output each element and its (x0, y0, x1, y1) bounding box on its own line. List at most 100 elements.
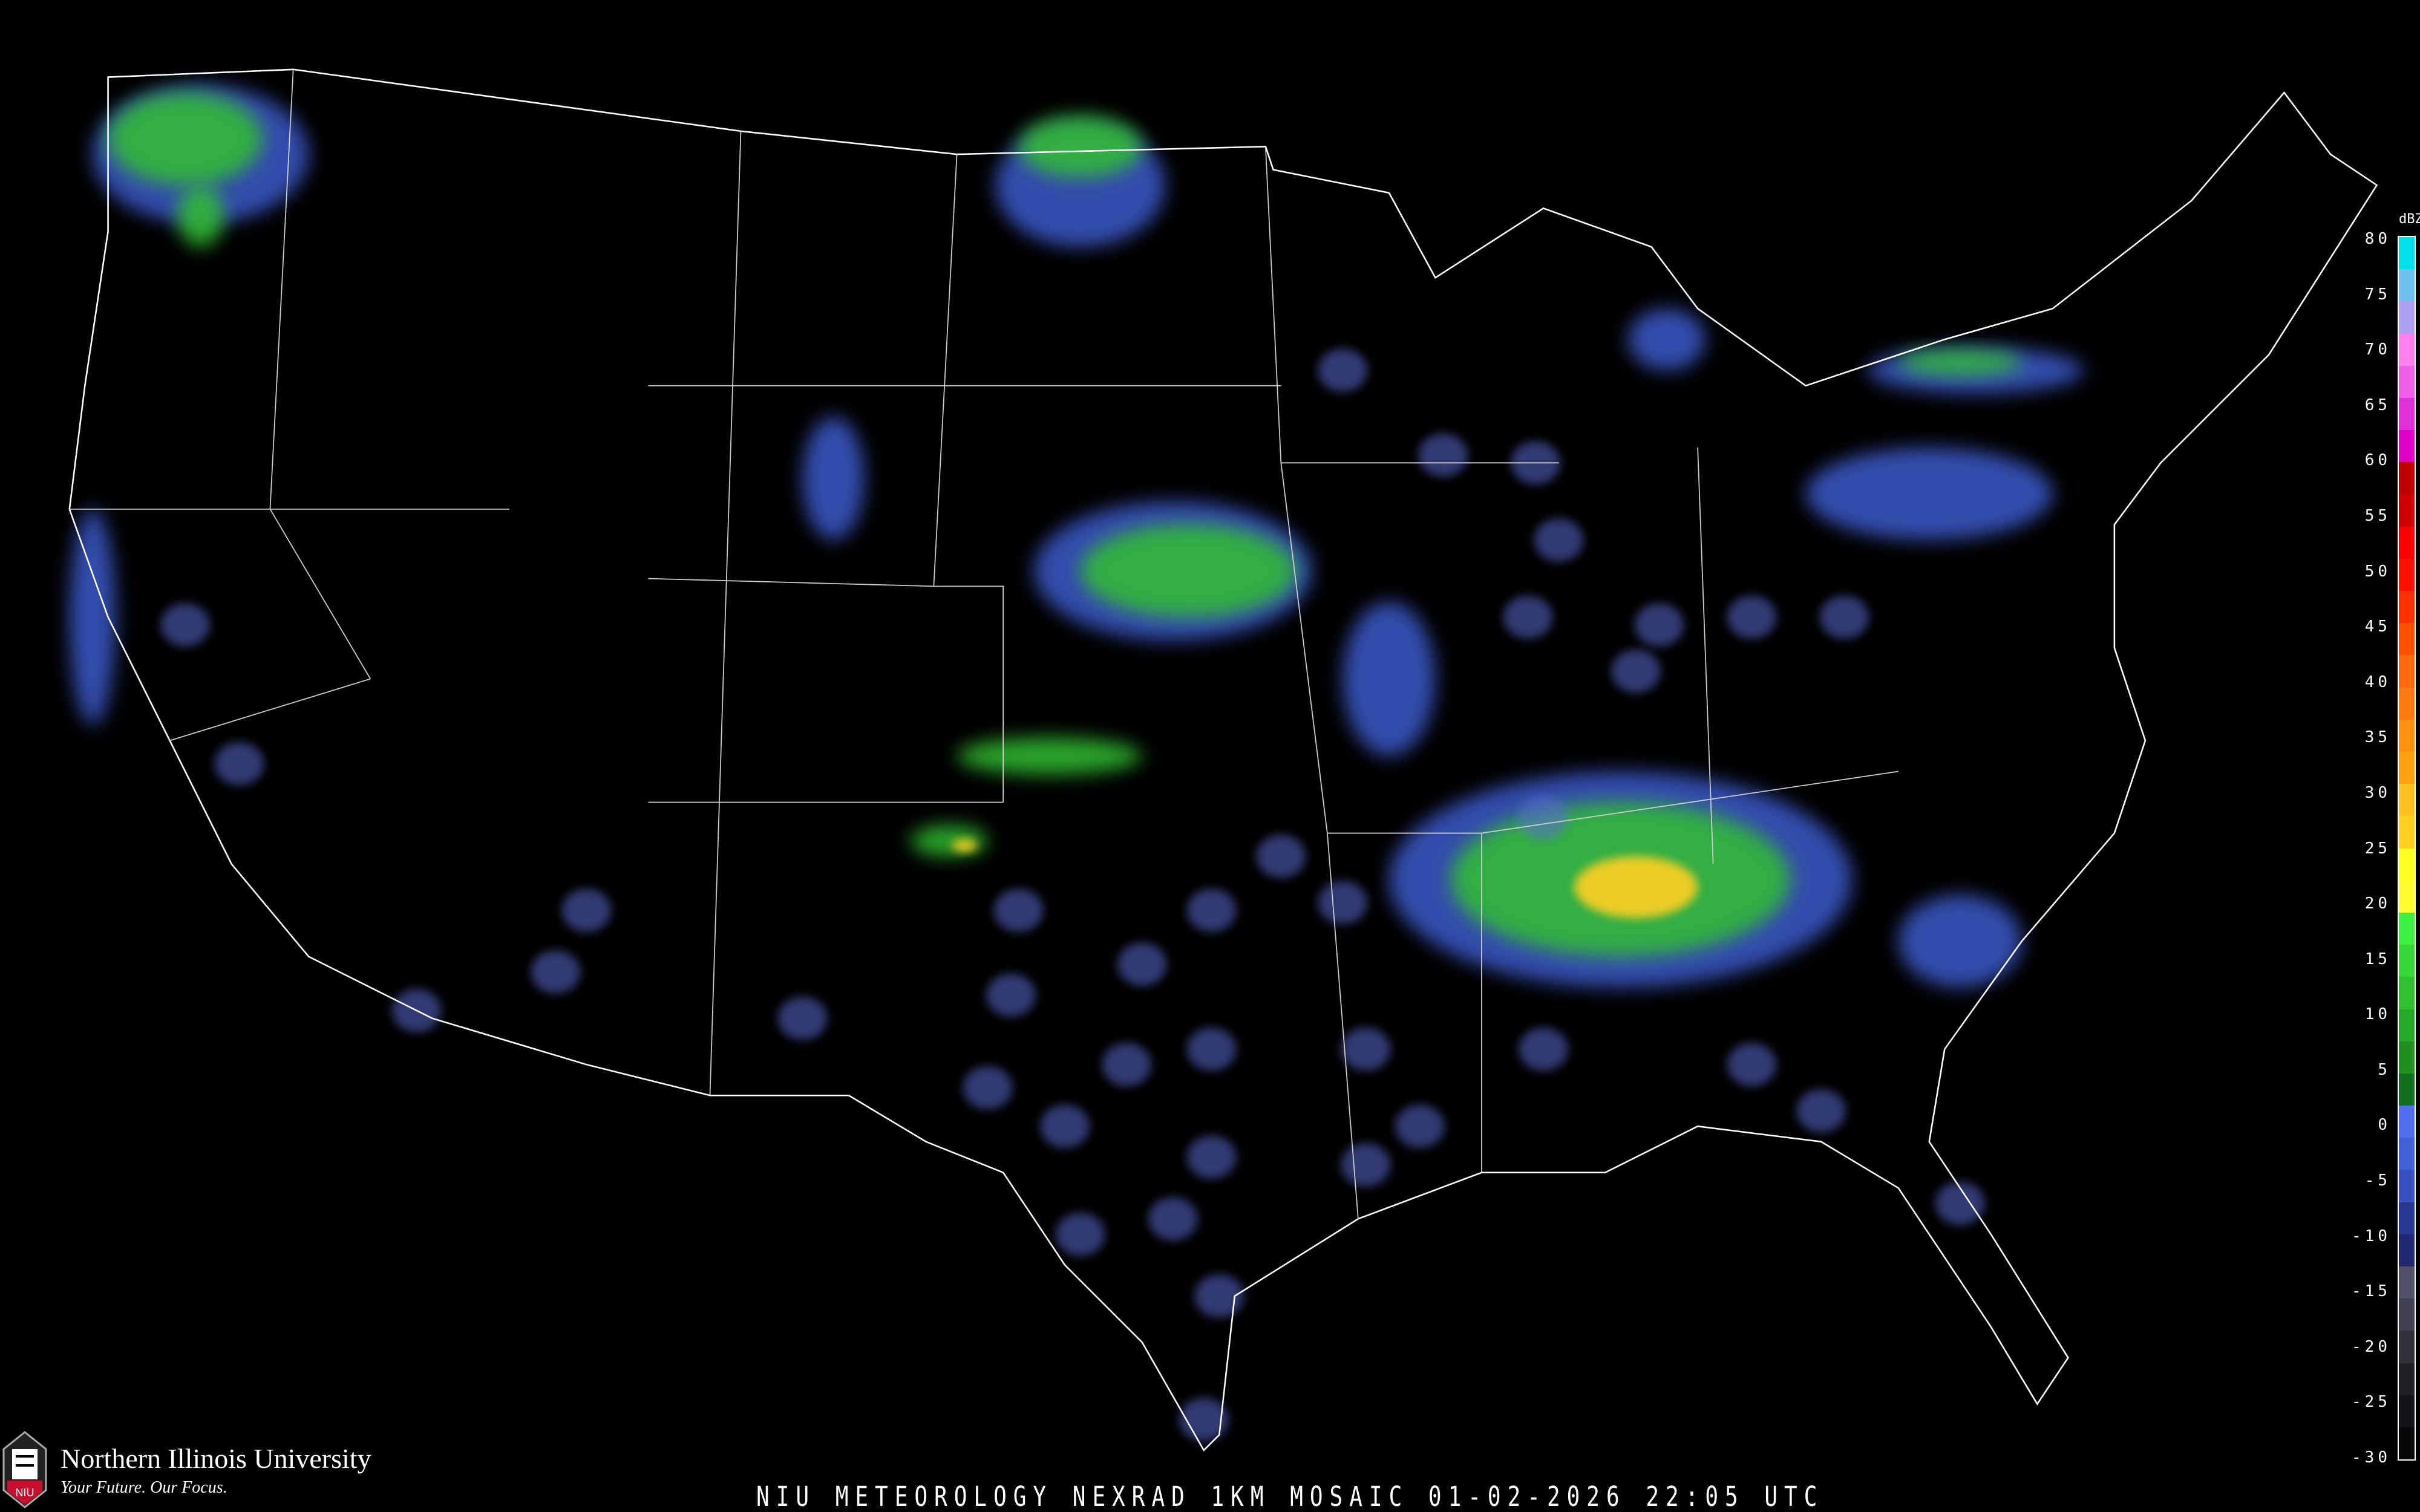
radar-echo (1898, 894, 2022, 988)
legend-swatch (2399, 558, 2415, 591)
legend-label: 0 (2378, 1116, 2391, 1135)
legend-swatch (2399, 1234, 2415, 1266)
radar-echo (1805, 447, 2053, 540)
radar-echo (1534, 518, 1584, 562)
legend-swatch (2399, 333, 2415, 366)
radar-echo (1898, 350, 2022, 375)
radar-echo (108, 93, 263, 186)
legend-label: 40 (2364, 673, 2391, 691)
legend-label: -10 (2352, 1227, 2391, 1245)
state-border (1326, 833, 1359, 1219)
legend-swatch (2399, 1395, 2415, 1427)
legend-label: 75 (2364, 285, 2391, 304)
radar-echoes (69, 85, 2084, 1441)
us-outline (68, 68, 2378, 1452)
legend-swatch (2399, 912, 2415, 945)
legend-label: 25 (2364, 839, 2391, 858)
radar-echo (214, 742, 264, 786)
legend-swatch (2399, 269, 2415, 302)
radar-echo (69, 509, 116, 725)
university-tagline: Your Future. Our Focus. (60, 1478, 227, 1497)
radar-echo (1186, 1027, 1237, 1071)
radar-echo (1819, 595, 1869, 639)
legend-swatch (2399, 365, 2415, 398)
legend-swatch (2399, 1331, 2415, 1363)
svg-text:NIU: NIU (16, 1487, 34, 1499)
legend-label: 60 (2364, 451, 2391, 470)
radar-echo (1611, 649, 1661, 693)
radar-echo (1040, 1104, 1090, 1148)
state-border (169, 678, 371, 741)
legend-label: 45 (2364, 618, 2391, 636)
radar-echo (1342, 601, 1436, 756)
legend-swatch (2399, 1427, 2415, 1460)
niu-logo: NIU Northern Illinois University Your Fu… (2, 1430, 371, 1509)
radar-echo (986, 973, 1036, 1017)
state-border (648, 578, 934, 587)
legend-swatch (2399, 880, 2415, 913)
radar-echo (1117, 942, 1167, 986)
niu-emblem-icon: NIU (2, 1431, 47, 1508)
legend-swatch (2399, 494, 2415, 527)
legend-label: 65 (2364, 396, 2391, 414)
radar-echo (1519, 796, 1568, 839)
radar-echo (531, 950, 581, 994)
radar-echo (777, 996, 828, 1040)
legend-label: 55 (2364, 506, 2391, 525)
legend-swatch (2399, 623, 2415, 656)
legend-swatch (2399, 1266, 2415, 1299)
legend-swatch (2399, 945, 2415, 977)
radar-echo (1194, 1274, 1244, 1318)
legend-swatch (2399, 848, 2415, 881)
legend-label: 15 (2364, 950, 2391, 968)
radar-echo (1318, 881, 1368, 925)
legend-color-bar (2398, 236, 2416, 1461)
radar-echo (1341, 1027, 1391, 1071)
legend-swatch (2399, 430, 2415, 463)
radar-echo (1395, 1104, 1445, 1148)
radar-echo (1574, 856, 1698, 918)
state-border (709, 131, 742, 1096)
legend-swatch (2399, 816, 2415, 849)
radar-echo (1628, 308, 1705, 371)
legend-label: -15 (2352, 1282, 2391, 1301)
legend-swatch (2399, 1363, 2415, 1395)
legend-label: -20 (2352, 1337, 2391, 1356)
legend-label: 10 (2364, 1005, 2391, 1024)
legend-swatch (2399, 977, 2415, 1009)
legend-swatch (2399, 237, 2415, 270)
legend-swatch (2399, 1299, 2415, 1331)
radar-echo (177, 185, 224, 247)
state-borders (69, 69, 1898, 1219)
state-border (933, 154, 1004, 803)
radar-echo (1186, 1135, 1237, 1179)
legend-swatch (2399, 687, 2415, 720)
legend-swatch (2399, 1073, 2415, 1106)
radar-echo (1256, 835, 1306, 878)
legend-swatch (2399, 752, 2415, 784)
legend-label: 20 (2364, 894, 2391, 913)
radar-echo (1080, 524, 1297, 618)
radar-echo (1634, 603, 1684, 647)
legend-swatch (2399, 1106, 2415, 1138)
legend-label: -30 (2352, 1448, 2391, 1467)
radar-echo (1727, 595, 1777, 639)
radar-echo (1018, 116, 1142, 178)
product-title: NIU METEOROLOGY NEXRAD 1KM MOSAIC 01-02-… (756, 1481, 1824, 1512)
radar-echo (1727, 1043, 1777, 1086)
legend-label: 80 (2364, 230, 2391, 248)
radar-echo (802, 416, 865, 540)
legend-swatch (2399, 655, 2415, 688)
legend-label: -5 (2364, 1171, 2391, 1190)
legend-unit: dBZ (2399, 212, 2420, 227)
legend-label: 70 (2364, 341, 2391, 359)
radar-echo (1935, 1182, 1985, 1225)
radar-echo (963, 1066, 1013, 1110)
radar-echo (1796, 1089, 1846, 1133)
legend-swatch (2399, 526, 2415, 559)
legend-swatch (2399, 1170, 2415, 1202)
legend-label: 50 (2364, 562, 2391, 581)
radar-echo (1055, 1213, 1105, 1256)
